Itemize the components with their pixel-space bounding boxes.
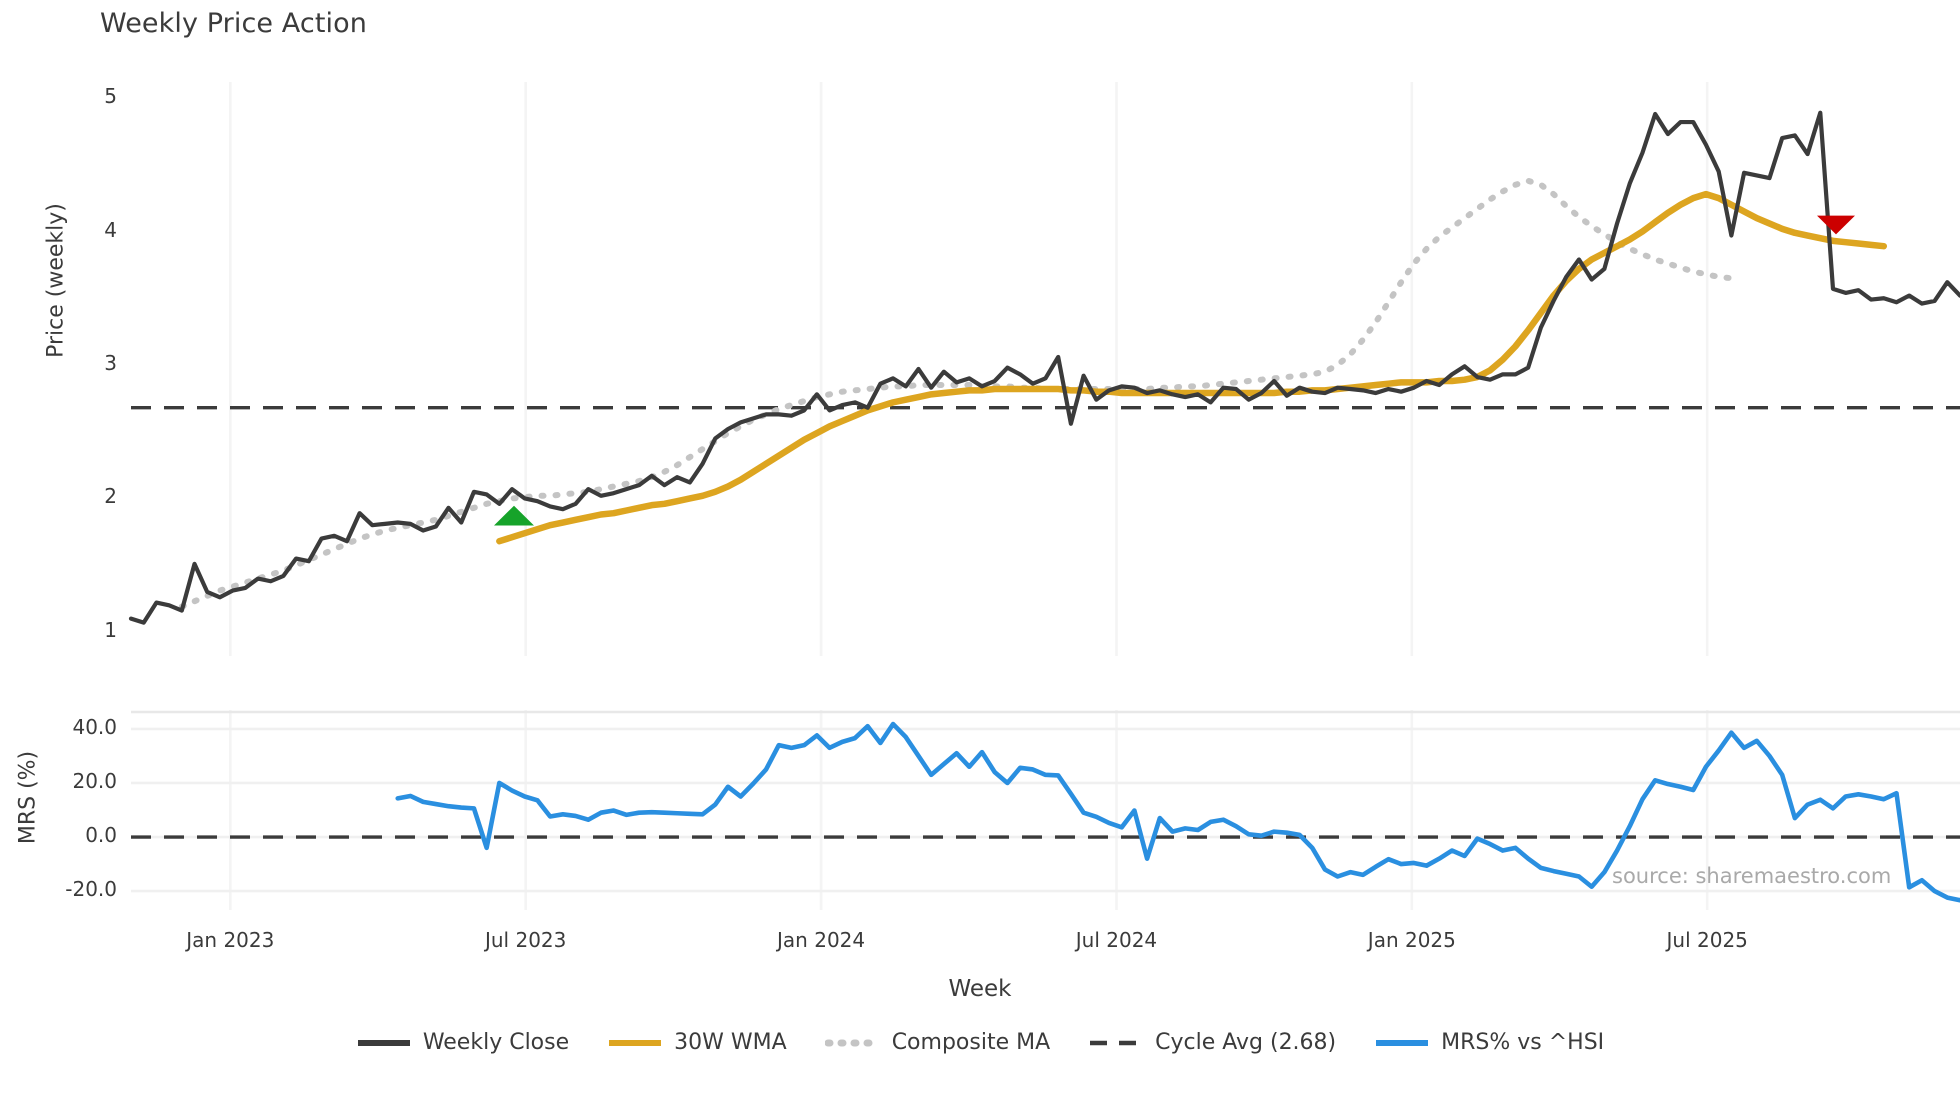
y-tick-mrs: 40.0	[72, 714, 117, 739]
y-tick-mrs: -20.0	[65, 877, 117, 902]
sell-marker-icon	[1816, 215, 1855, 235]
line-solid-icon	[609, 1039, 662, 1046]
x-tick-label: Jul 2023	[484, 928, 567, 952]
legend-item-label: MRS% vs ^HSI	[1441, 1030, 1605, 1055]
page-title: Weekly Price Action	[100, 8, 367, 39]
line-solid-icon	[1376, 1039, 1429, 1046]
weekly-close-line	[128, 110, 1960, 625]
buy-marker-icon	[493, 505, 534, 526]
y-tick-price: 1	[104, 617, 117, 642]
line-dotted-icon	[824, 1039, 881, 1046]
mrs-line	[395, 721, 1960, 903]
price-gridlines	[229, 82, 1709, 656]
wma-line	[496, 190, 1888, 545]
legend-item-label: Weekly Close	[422, 1030, 570, 1055]
legend-item-3[interactable]: Cycle Avg (2.68)	[1088, 1030, 1336, 1055]
legend-item-0[interactable]: Weekly Close	[356, 1030, 569, 1055]
y-tick-price: 3	[104, 350, 117, 375]
legend-item-label: Cycle Avg (2.68)	[1155, 1030, 1337, 1055]
mrs-chart-svg	[131, 710, 1960, 910]
price-chart-svg	[128, 82, 1960, 656]
x-tick-label: Jan 2024	[777, 928, 866, 952]
x-axis-label: Week	[948, 976, 1012, 1002]
y-tick-price: 4	[104, 217, 117, 242]
y-tick-mrs: 0.0	[85, 823, 117, 848]
line-solid-icon	[357, 1039, 410, 1046]
legend-item-1[interactable]: 30W WMA	[607, 1030, 787, 1055]
y-tick-price: 5	[104, 84, 117, 109]
legend-item-label: 30W WMA	[674, 1030, 787, 1055]
mrs-plot-area	[131, 710, 1960, 910]
chart-legend: Weekly Close 30W WMA Composite MA Cycle …	[0, 1030, 1960, 1055]
line-dashed-icon	[1090, 1040, 1143, 1045]
legend-item-4[interactable]: MRS% vs ^HSI	[1374, 1030, 1604, 1055]
composite-ma-line	[178, 177, 1735, 610]
x-tick-label: Jul 2024	[1075, 928, 1158, 952]
legend-item-2[interactable]: Composite MA	[824, 1030, 1051, 1055]
y-tick-mrs: 20.0	[72, 768, 117, 793]
x-tick-label: Jan 2025	[1367, 928, 1456, 952]
source-watermark: source: sharemaestro.com	[1612, 864, 1892, 888]
legend-item-label: Composite MA	[891, 1030, 1051, 1055]
y-tick-price: 2	[104, 484, 117, 509]
price-plot-area	[128, 82, 1960, 656]
x-tick-label: Jan 2023	[186, 928, 275, 952]
x-tick-label: Jul 2025	[1666, 928, 1748, 952]
